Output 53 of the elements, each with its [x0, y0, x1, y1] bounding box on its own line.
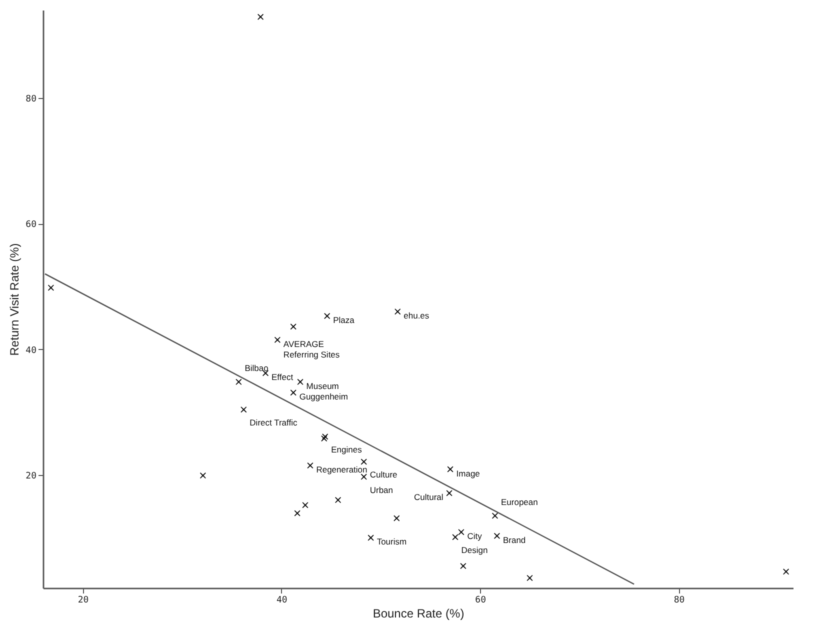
point — [200, 472, 206, 479]
x-tick-label: 80 — [674, 596, 685, 606]
data-label: Brand — [502, 534, 526, 545]
data-label: Effect — [272, 372, 294, 382]
data-label: Culture — [370, 470, 398, 480]
point — [394, 515, 400, 522]
data-label: Guggenheim — [299, 392, 348, 402]
point — [297, 378, 304, 385]
data-label: Bilbao — [244, 362, 269, 373]
point — [394, 308, 401, 315]
point — [783, 568, 790, 575]
point — [294, 510, 300, 516]
point — [258, 14, 264, 20]
data-label: European — [500, 496, 538, 507]
data-label: Museum — [306, 380, 339, 391]
data-label: Engines — [331, 444, 362, 455]
point — [324, 312, 330, 319]
point — [290, 390, 296, 396]
y-tick-label: 60 — [26, 220, 36, 230]
data-label: Plaza — [333, 314, 355, 325]
point — [290, 324, 296, 330]
data-label: AVERAGE Referring Sites — [283, 338, 340, 360]
point — [460, 563, 466, 570]
data-label: Image — [456, 468, 480, 478]
point — [236, 378, 242, 385]
y-tick-label: 80 — [26, 94, 36, 104]
data-label: Regeneration — [316, 464, 368, 474]
x-axis-title: Bounce Rate (%) — [372, 606, 464, 620]
y-tick-label: 40 — [26, 346, 36, 356]
point — [447, 466, 454, 472]
x-tick-label: 60 — [475, 596, 486, 606]
data-label: Design — [461, 545, 488, 556]
y-tick-label: 20 — [26, 471, 36, 482]
point — [458, 529, 464, 536]
x-tick-label: 40 — [276, 596, 288, 606]
data-label: Tourism — [376, 536, 407, 547]
data-label: ehu.es — [404, 310, 430, 321]
data-label: Cultural — [414, 492, 444, 502]
point — [368, 534, 374, 541]
y-axis-title: Return Visit Rate (%) — [8, 243, 22, 356]
data-label: Urban — [370, 484, 394, 495]
point — [48, 284, 54, 291]
point — [302, 502, 308, 508]
point — [240, 406, 247, 413]
point — [494, 532, 500, 539]
point — [335, 497, 342, 504]
data-label: Direct Traffic — [250, 418, 298, 428]
x-tick-label: 20 — [78, 596, 89, 606]
point — [452, 534, 458, 540]
point — [360, 458, 367, 465]
point — [274, 336, 280, 343]
data-label: City — [467, 531, 483, 542]
point — [446, 490, 452, 496]
